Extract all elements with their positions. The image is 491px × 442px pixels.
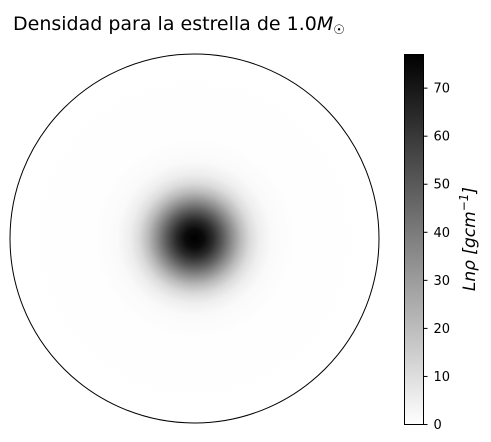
colorbar-tick-label: 40	[434, 226, 451, 241]
colorbar-label: Lnρ [gcm−1]	[457, 187, 480, 291]
density-disk	[10, 54, 379, 423]
colorbar-tick-label: 20	[434, 322, 451, 337]
colorbar-tick-label: 30	[434, 274, 451, 289]
chart-title: Densidad para la estrella de 1.0M☉	[13, 13, 345, 38]
colorbar: 0 10 20 30 40 50 60 70 Lnρ [gcm−1]	[404, 54, 480, 433]
chart-title-symbol: M	[317, 13, 333, 35]
plot-area	[9, 53, 380, 424]
colorbar-label-close: ]	[460, 187, 480, 195]
colorbar-tick-label: 50	[434, 178, 451, 193]
colorbar-label-main: Lnρ [gcm	[460, 211, 480, 291]
chart-title-subscript: ☉	[333, 23, 345, 38]
colorbar-label-exponent: −1	[457, 194, 471, 212]
colorbar-tick-label: 0	[434, 418, 442, 433]
chart-title-prefix: Densidad para la estrella de 1.0	[13, 13, 317, 35]
colorbar-tick-label: 60	[434, 130, 451, 145]
colorbar-ticks: 0 10 20 30 40 50 60 70	[423, 82, 451, 433]
colorbar-body	[404, 54, 424, 425]
colorbar-tick-label: 10	[434, 370, 451, 385]
colorbar-tick-label: 70	[434, 82, 451, 97]
disk-outline	[9, 53, 380, 424]
